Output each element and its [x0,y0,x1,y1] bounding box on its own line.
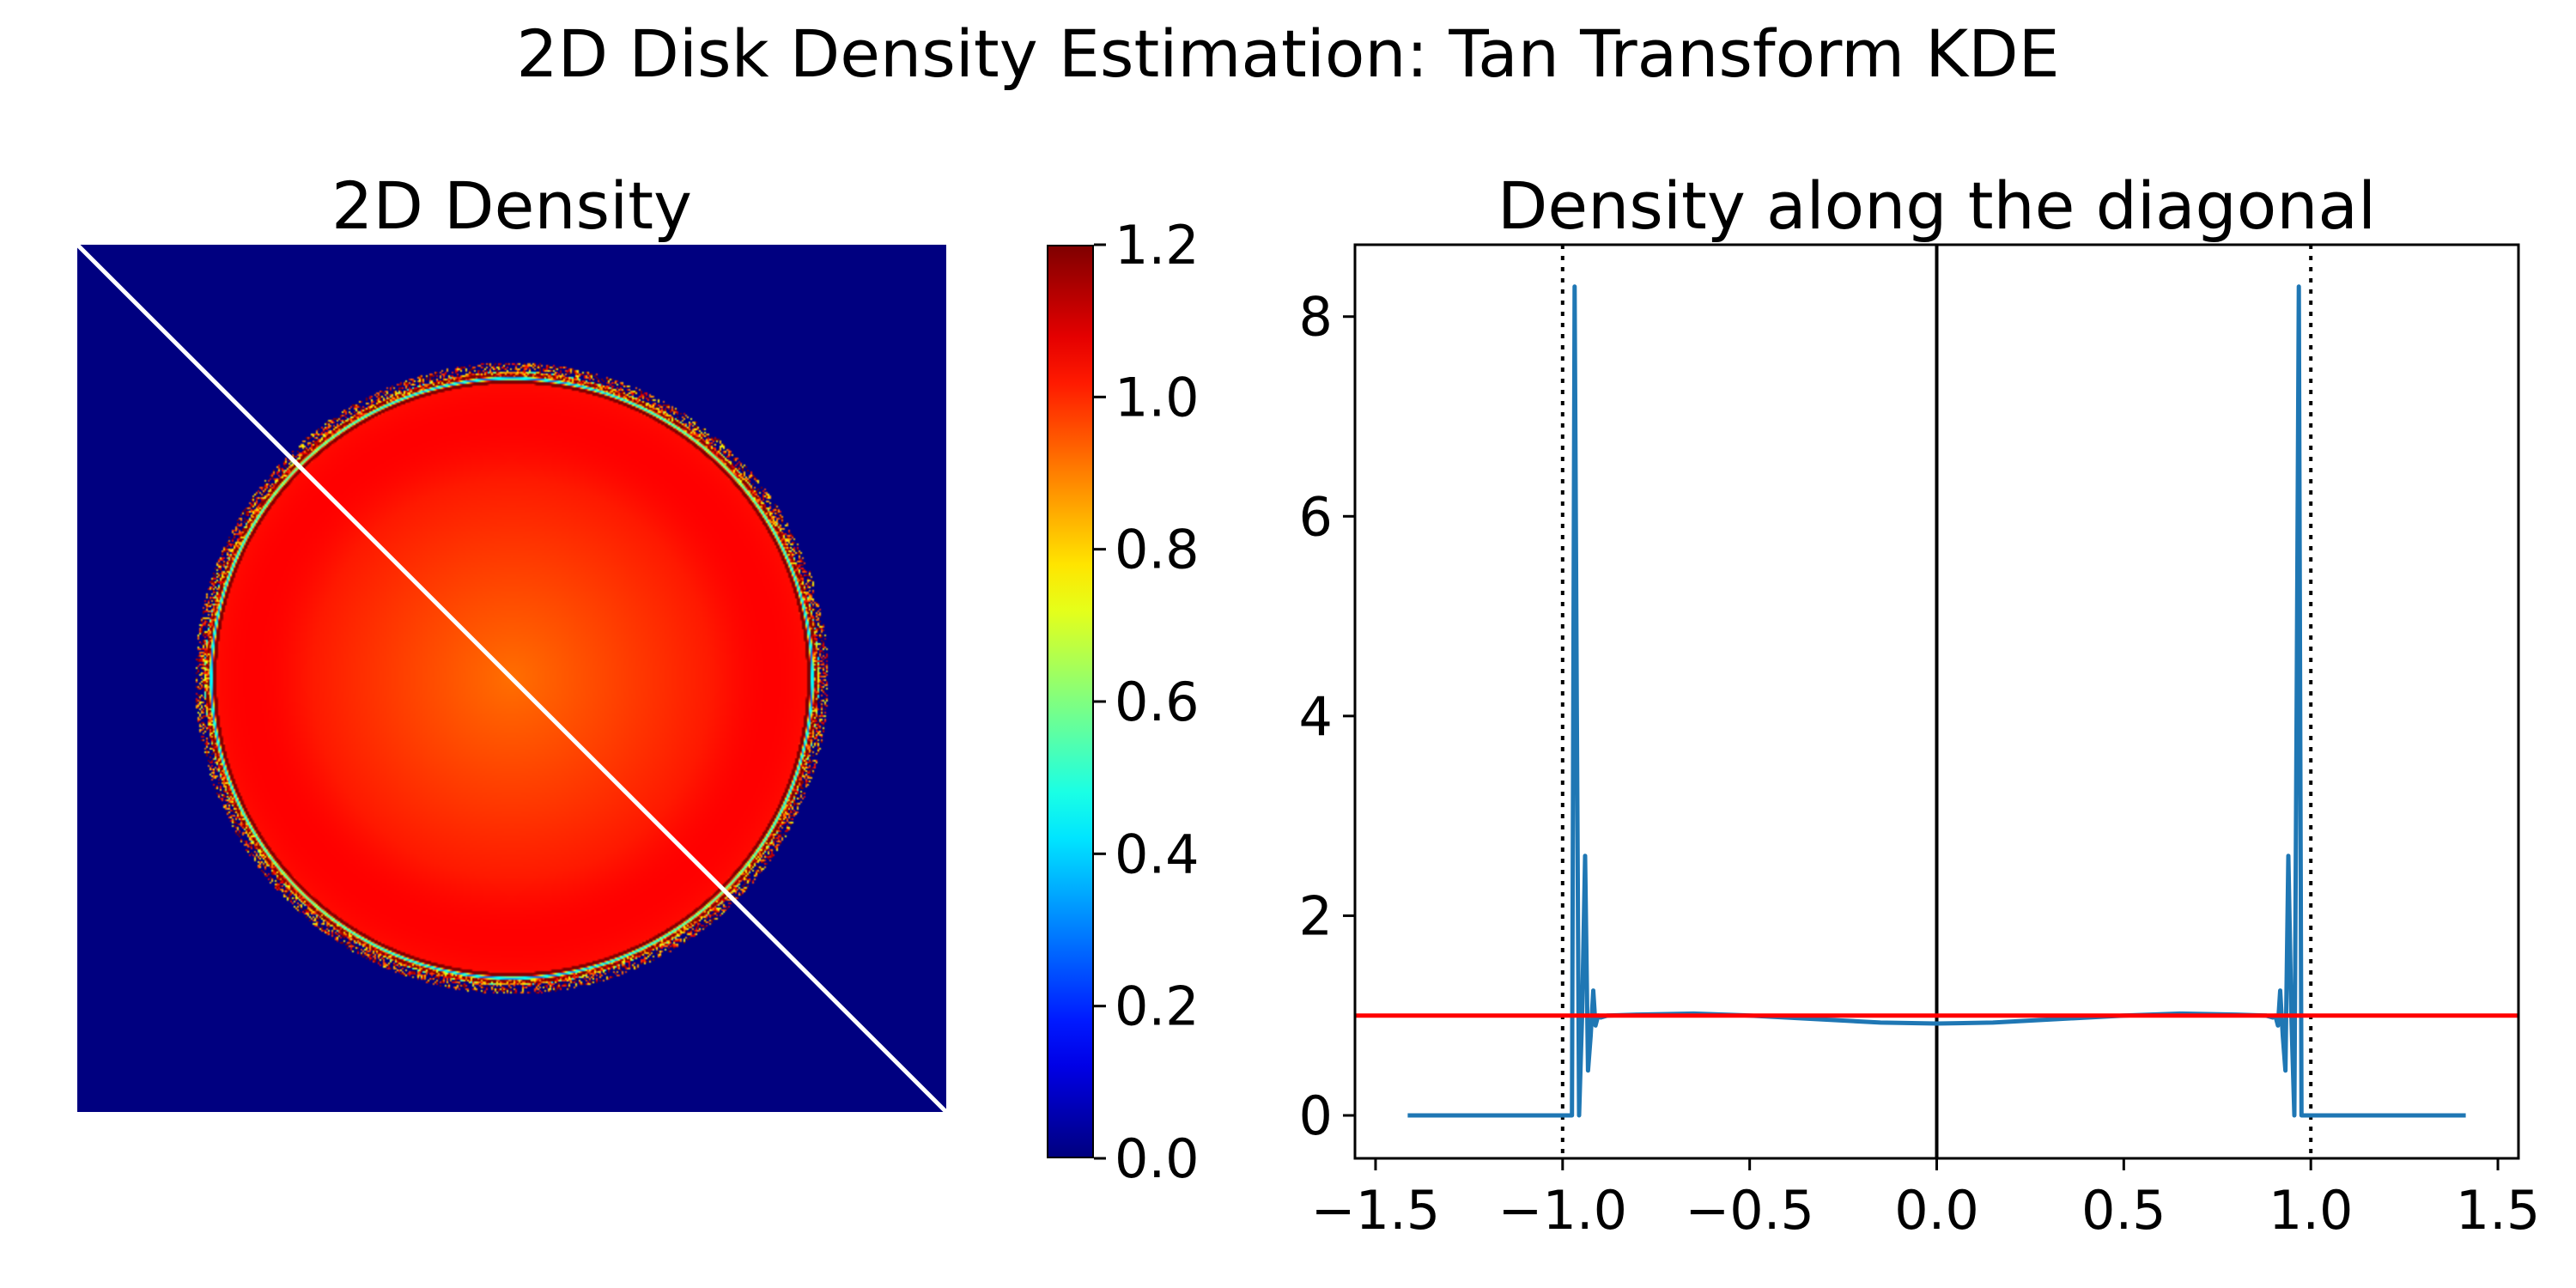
y-tick-label: 2 [1299,884,1333,947]
heatmap-title: 2D Density [331,167,692,244]
colorbar-tick-label: 1.0 [1115,366,1200,428]
diagonal-overlay [77,245,946,1112]
colorbar [1047,245,1094,1158]
y-tick-label: 0 [1299,1084,1333,1147]
x-tick-label: 0.0 [1894,1179,1979,1242]
line-chart-axes: −1.5 −1.0 −0.5 0.0 0.5 1.0 1.5 0 2 4 6 8 [1299,243,2541,1242]
line-chart-title: Density along the diagonal [1497,167,2377,244]
y-tick-label: 6 [1299,485,1333,548]
x-tick-label: −1.0 [1498,1179,1628,1242]
colorbar-tick-label: 1.2 [1115,214,1200,276]
x-tick-label: 1.5 [2456,1179,2541,1242]
y-tick-label: 8 [1299,286,1333,349]
diagonal-slice-line [77,245,946,1112]
colorbar-tick-label: 0.6 [1115,671,1200,733]
x-tick-label: −0.5 [1685,1179,1814,1242]
x-tick-label: 0.5 [2081,1179,2166,1242]
density-series-line [1407,284,2466,1118]
colorbar-tick-label: 0.2 [1115,975,1200,1038]
y-tick-label: 4 [1299,685,1333,748]
x-tick-label: 1.0 [2269,1179,2354,1242]
figure-suptitle: 2D Disk Density Estimation: Tan Transfor… [516,15,2060,92]
colorbar-tick-label: 0.4 [1115,823,1200,885]
colorbar-ticks: 0.0 0.2 0.4 0.6 0.8 1.0 1.2 [1094,214,1200,1190]
colorbar-tick-label: 0.0 [1115,1127,1200,1190]
x-tick-label: −1.5 [1311,1179,1441,1242]
colorbar-tick-label: 0.8 [1115,519,1200,581]
